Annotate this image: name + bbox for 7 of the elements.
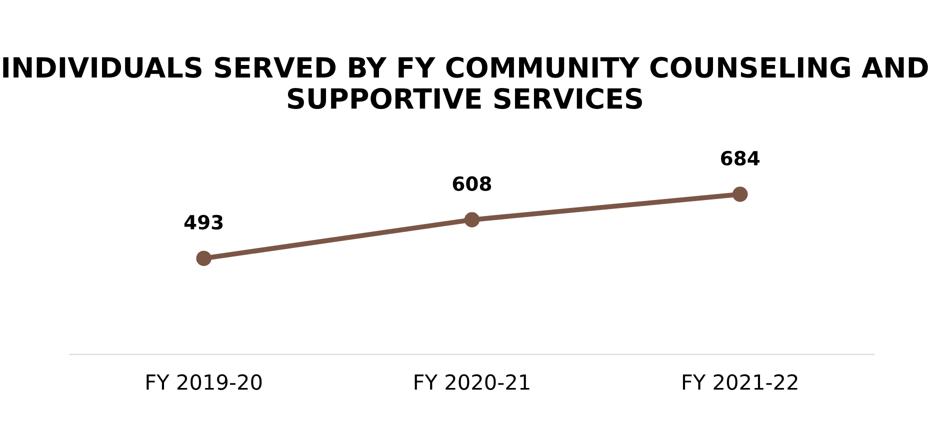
x-tick-label: FY 2019-20 <box>146 374 262 390</box>
data-label: 493 <box>184 214 223 230</box>
data-label: 608 <box>452 176 492 192</box>
x-tick-label: FY 2020-21 <box>414 374 530 390</box>
data-label: 684 <box>721 150 760 166</box>
chart-title: INDIVIDUALS SERVED BY FY COMMUNITY COUNSELING AND SUPPORTIVE SERVICES <box>3 56 928 110</box>
x-tick-label: FY 2021-22 <box>682 374 798 390</box>
